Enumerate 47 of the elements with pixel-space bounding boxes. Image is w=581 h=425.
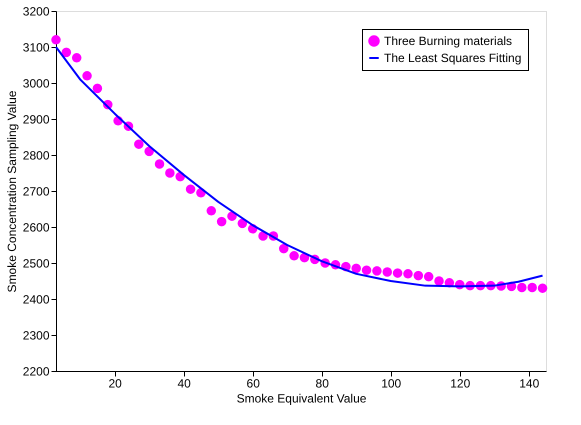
point: [72, 53, 82, 63]
point: [517, 282, 527, 292]
y-axis-title: Smoke Concentration Sampling Value: [4, 90, 19, 292]
y-tick-label: 2400: [22, 292, 50, 306]
y-tick-label: 2800: [22, 148, 50, 162]
point: [216, 216, 226, 226]
y-tick-label: 2300: [22, 328, 50, 342]
x-tick-label: 120: [450, 376, 471, 390]
point: [62, 48, 72, 58]
point: [154, 159, 164, 169]
point: [134, 139, 144, 149]
point: [527, 282, 537, 292]
point: [165, 168, 175, 178]
point: [434, 276, 444, 286]
y-tick-label: 2600: [22, 220, 50, 234]
x-tick-label: 20: [108, 376, 122, 390]
y-tick-label: 3100: [22, 40, 50, 54]
y-tick-label: 2900: [22, 112, 50, 126]
x-tick-label: 80: [316, 376, 330, 390]
point: [538, 283, 548, 293]
point: [392, 268, 402, 278]
x-tick-label: 140: [519, 376, 540, 390]
point: [92, 84, 102, 94]
point: [289, 251, 299, 261]
point: [206, 206, 216, 216]
point: [82, 71, 92, 81]
point: [414, 270, 424, 280]
legend-label: The Least Squares Fitting: [384, 51, 522, 65]
x-tick-label: 60: [246, 376, 260, 390]
point: [351, 264, 361, 274]
point: [186, 184, 196, 194]
point: [362, 265, 372, 275]
x-tick-label: 100: [381, 376, 402, 390]
y-tick-label: 2500: [22, 256, 50, 270]
y-tick-label: 2200: [22, 364, 50, 378]
y-tick-label: 2700: [22, 184, 50, 198]
point: [279, 244, 288, 254]
point: [51, 35, 61, 45]
x-tick-label: 40: [177, 376, 192, 390]
legend-label: Three Burning materials: [384, 34, 512, 48]
y-tick-label: 3200: [22, 4, 50, 18]
point: [424, 272, 434, 282]
y-tick-label: 3000: [22, 76, 50, 90]
x-axis-title: Smoke Equivalent Value: [236, 392, 367, 406]
point: [403, 269, 413, 279]
point: [372, 266, 382, 276]
point: [382, 267, 392, 277]
